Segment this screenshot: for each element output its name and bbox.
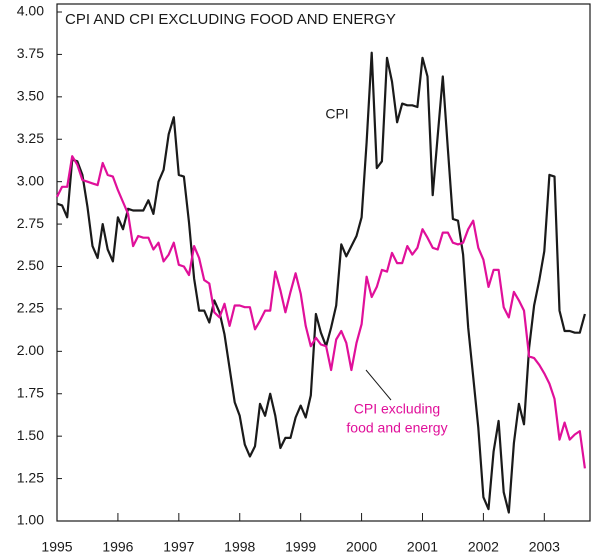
annotation: CPI	[325, 106, 348, 122]
y-tick-label: 3.25	[17, 130, 44, 146]
y-tick-label: 1.75	[17, 384, 44, 400]
y-tick-label: 3.50	[17, 88, 44, 104]
x-tick-label: 1997	[163, 539, 194, 555]
x-tick-label: 1998	[224, 539, 255, 555]
y-tick-label: 1.25	[17, 469, 44, 485]
x-tick-label: 1996	[102, 539, 133, 555]
y-tick-label: 2.50	[17, 257, 44, 273]
series-line	[56, 51, 586, 514]
y-tick-label: 1.00	[17, 512, 44, 528]
y-tick-label: 2.25	[17, 300, 44, 316]
plot-frame	[56, 3, 591, 522]
x-tick-label: 2000	[346, 539, 377, 555]
x-tick-label: 1999	[285, 539, 316, 555]
x-tick-label: 2002	[468, 539, 499, 555]
annotation: food and energy	[346, 420, 447, 436]
series-line	[56, 155, 586, 469]
y-tick-label: 3.75	[17, 45, 44, 61]
x-tick-label: 2003	[529, 539, 560, 555]
annotation: CPI excluding	[354, 401, 440, 417]
y-tick-label: 2.00	[17, 342, 44, 358]
y-tick-label: 2.75	[17, 215, 44, 231]
y-tick-label: 4.00	[17, 3, 44, 19]
y-tick-label: 3.00	[17, 172, 44, 188]
chart-title: CPI AND CPI EXCLUDING FOOD AND ENERGY	[65, 11, 396, 28]
y-tick-label: 1.50	[17, 427, 44, 443]
x-tick-label: 2001	[407, 539, 438, 555]
x-tick-label: 1995	[41, 539, 72, 555]
leader-line	[365, 369, 392, 401]
